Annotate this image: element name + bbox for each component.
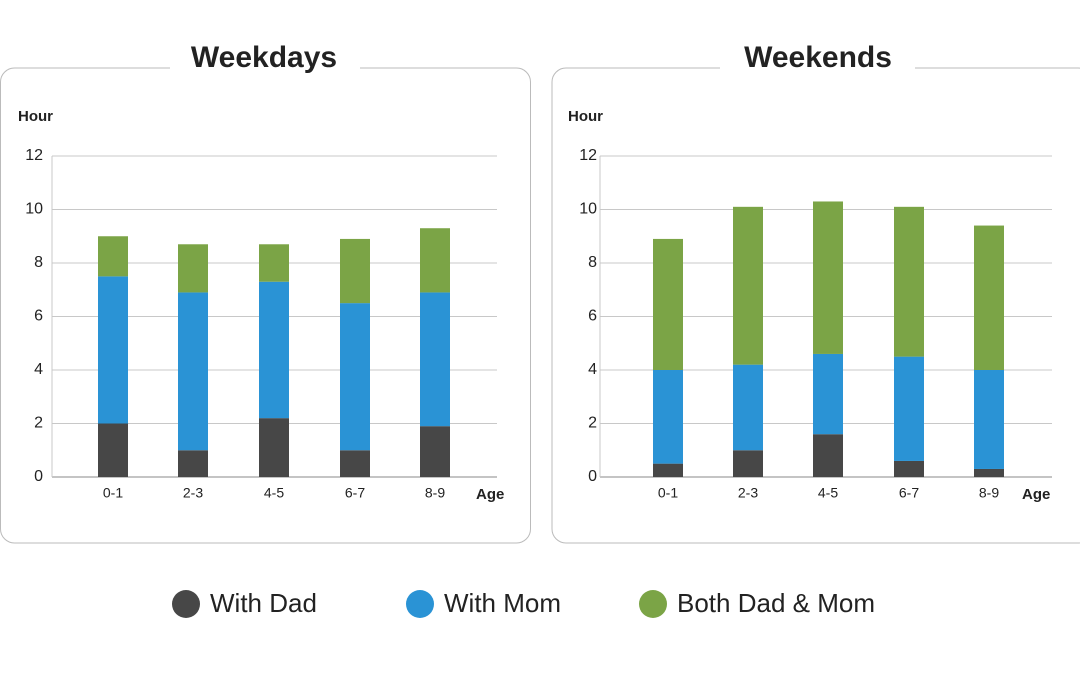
x-tick-label: 8-9: [979, 485, 999, 501]
bar-segment: [340, 450, 370, 477]
legend-label: Both Dad & Mom: [677, 588, 875, 618]
bar-segment: [653, 370, 683, 464]
chart-title: Weekends: [744, 41, 892, 74]
bar-segment: [894, 356, 924, 461]
y-axis-label: Hour: [568, 108, 603, 125]
y-tick-label: 4: [34, 361, 43, 378]
y-tick-label: 0: [588, 468, 597, 485]
legend-label: With Mom: [444, 588, 561, 618]
y-tick-label: 12: [25, 147, 43, 164]
y-tick-label: 6: [34, 308, 43, 325]
x-tick-label: 4-5: [264, 485, 284, 501]
bar-segment: [653, 238, 683, 370]
bar-segment: [974, 225, 1004, 370]
x-tick-label: 2-3: [738, 485, 758, 501]
bar-segment: [259, 244, 289, 282]
y-tick-label: 10: [25, 201, 43, 218]
bar-segment: [813, 201, 843, 354]
bar-segment: [974, 468, 1004, 477]
y-axis-label: Hour: [18, 108, 53, 125]
bar-segment: [733, 450, 763, 477]
bar-segment: [259, 418, 289, 477]
bar-segment: [653, 463, 683, 477]
bar-segment: [420, 292, 450, 427]
x-tick-label: 6-7: [899, 485, 919, 501]
x-tick-label: 4-5: [818, 485, 838, 501]
bar-segment: [98, 276, 128, 424]
y-tick-label: 12: [579, 147, 597, 164]
bar-segment: [98, 236, 128, 277]
y-tick-label: 4: [588, 361, 597, 378]
chart-title: Weekdays: [191, 41, 337, 74]
title-backdrop: [720, 55, 915, 81]
bar-segment: [178, 244, 208, 293]
legend-swatch: [406, 590, 434, 618]
bar-segment: [340, 303, 370, 451]
x-axis-label: Age: [476, 486, 504, 503]
bar-segment: [894, 206, 924, 357]
y-tick-label: 8: [34, 254, 43, 271]
bar-segment: [894, 460, 924, 477]
y-tick-label: 2: [588, 415, 597, 432]
y-tick-label: 6: [588, 308, 597, 325]
bar-segment: [178, 292, 208, 451]
x-tick-label: 0-1: [658, 485, 678, 501]
x-tick-label: 2-3: [183, 485, 203, 501]
x-axis-label: Age: [1022, 486, 1050, 503]
legend-swatch: [639, 590, 667, 618]
y-tick-label: 10: [579, 201, 597, 218]
legend-swatch: [172, 590, 200, 618]
bar-segment: [733, 206, 763, 365]
x-tick-label: 8-9: [425, 485, 445, 501]
legend-label: With Dad: [210, 588, 317, 618]
bar-segment: [974, 370, 1004, 469]
bar-segment: [420, 426, 450, 477]
bar-segment: [420, 228, 450, 293]
bar-segment: [98, 423, 128, 477]
bar-segment: [813, 353, 843, 435]
bar-segment: [340, 238, 370, 304]
y-tick-label: 8: [588, 254, 597, 271]
y-tick-label: 0: [34, 468, 43, 485]
bar-segment: [813, 434, 843, 477]
x-tick-label: 0-1: [103, 485, 123, 501]
bar-segment: [259, 281, 289, 419]
title-backdrop: [170, 55, 360, 81]
y-tick-label: 2: [34, 415, 43, 432]
x-tick-label: 6-7: [345, 485, 365, 501]
bar-segment: [733, 364, 763, 451]
bar-segment: [178, 450, 208, 477]
